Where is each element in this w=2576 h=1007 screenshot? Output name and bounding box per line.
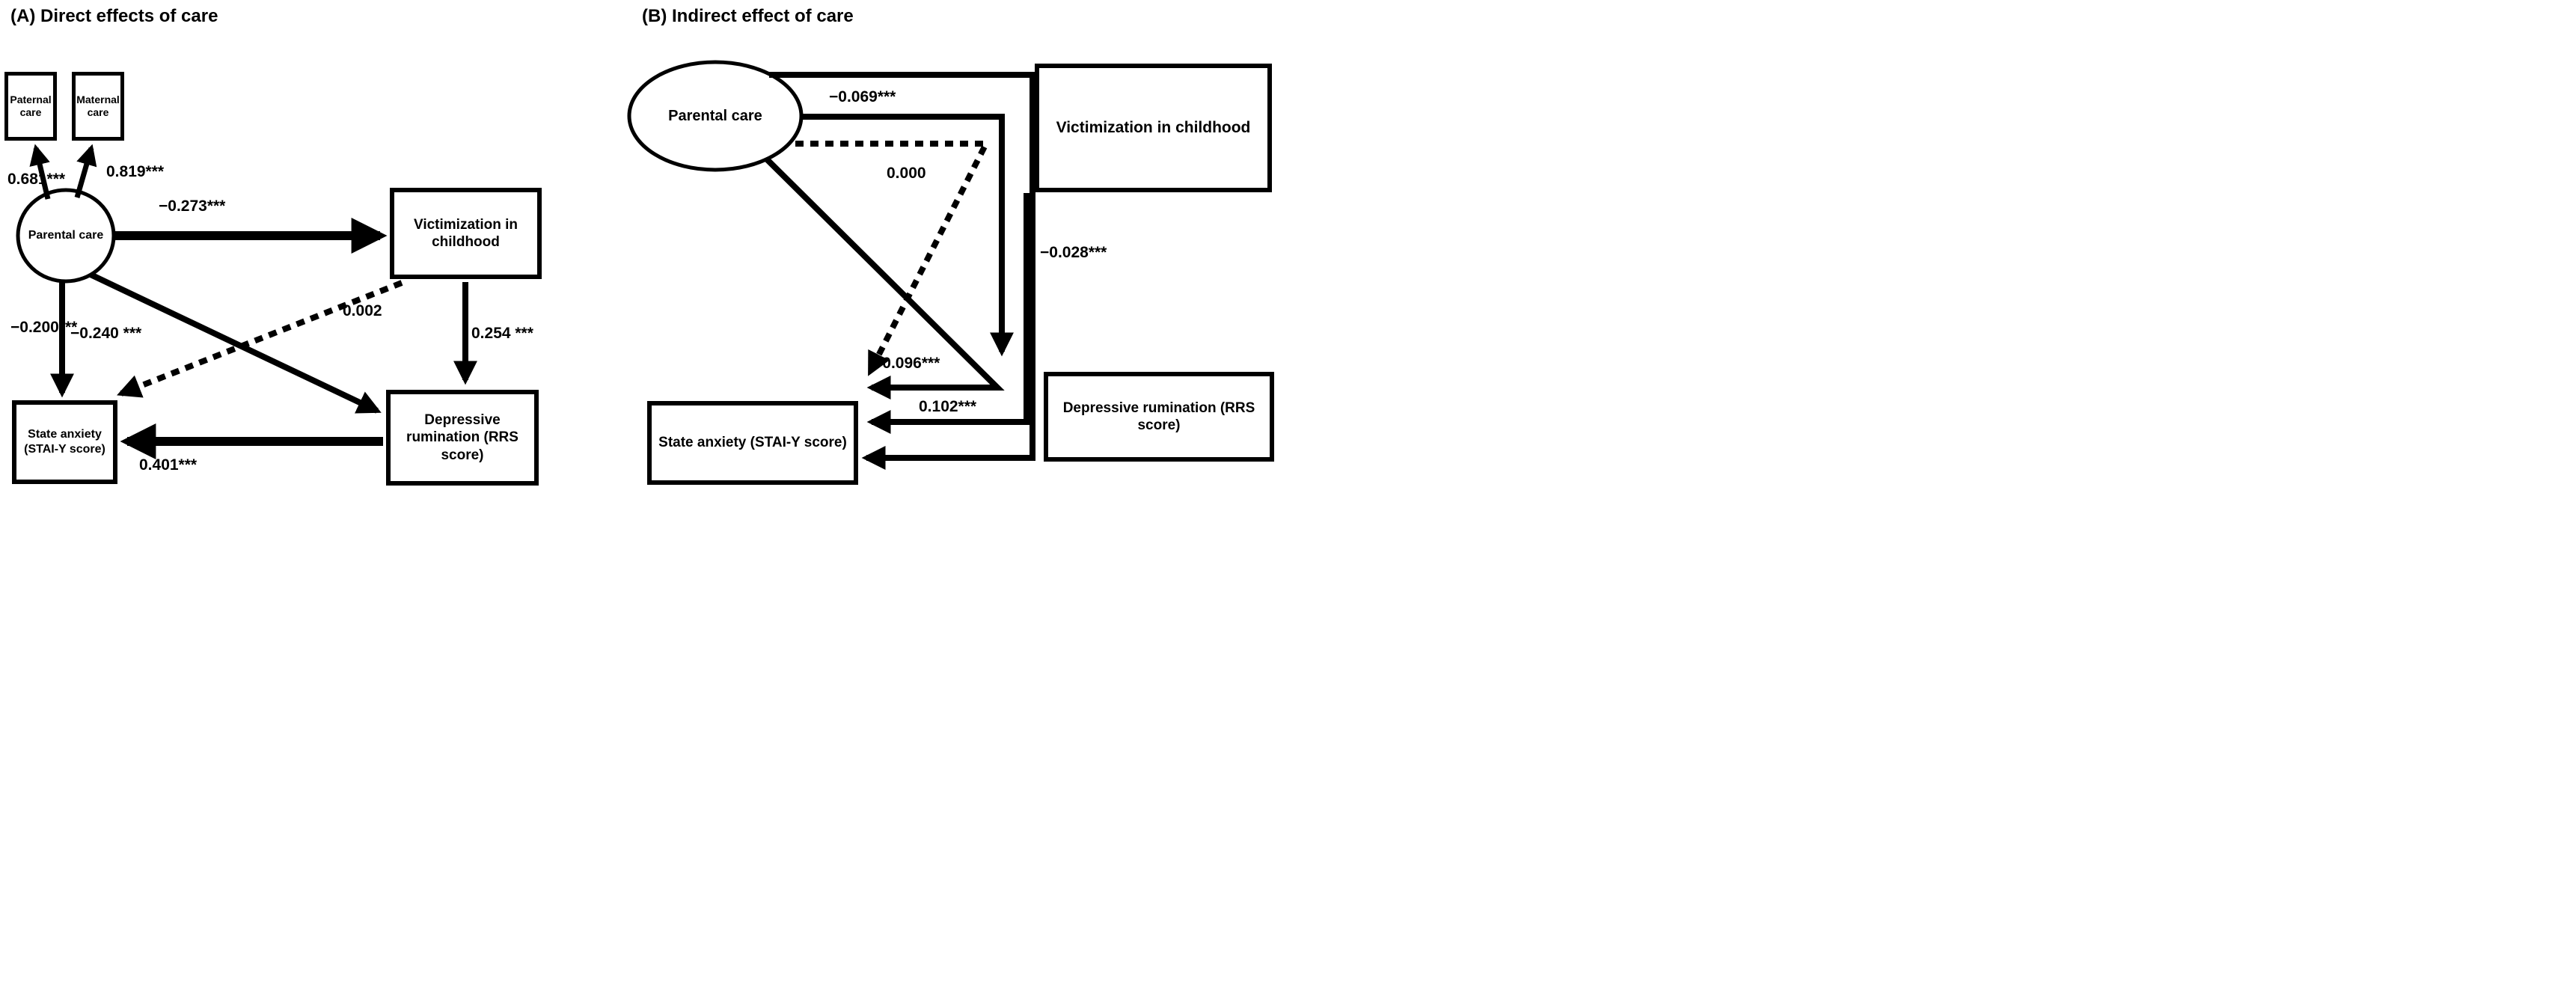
- arrow-dashed-victimization-to-anxiety-a: [117, 280, 403, 398]
- node-state-anxiety-b: State anxiety (STAI-Y score): [647, 401, 858, 485]
- coef-parental-elbow-b: −0.069***: [829, 88, 896, 105]
- coef-parental-rumination-a: −0.240 ***: [70, 325, 142, 342]
- node-rumination-a: Depressive rumination (RRS score): [386, 390, 539, 486]
- arrow-parental-to-paternal: [29, 144, 51, 200]
- coef-rumination-anxiety-a: 0.401***: [139, 456, 198, 474]
- diagram-wires: [16, 60, 1035, 470]
- arrow-victimization-to-anxiety-b: [866, 193, 1030, 434]
- node-victimization-b: Victimization in childhood: [1035, 64, 1272, 192]
- coef-parental-anxiety-a: −0.200***: [10, 319, 78, 336]
- coef-victimization-rumination-a: 0.254 ***: [471, 325, 533, 342]
- coef-dashed-b: 0.000: [887, 165, 926, 182]
- node-victimization-a: Victimization in childhood: [390, 188, 542, 279]
- arrow-diagonal-parental-to-anxiety-b: [765, 157, 1005, 400]
- arrow-elbow-parental-to-junction-b: [800, 114, 1014, 357]
- panel-a-title: (A) Direct effects of care: [10, 6, 218, 26]
- node-state-anxiety-a: State anxiety (STAI-Y score): [12, 400, 117, 484]
- node-maternal-care: Maternal care: [72, 72, 124, 141]
- arrow-parental-to-maternal: [74, 144, 97, 198]
- node-rumination-b: Depressive rumination (RRS score): [1044, 372, 1274, 462]
- path-diagram-figure: (A) Direct effects of care Paternal care…: [0, 0, 1288, 504]
- coef-dashed-a: 0.002: [343, 302, 382, 319]
- ellipse-parental-care-a: [16, 188, 116, 284]
- coef-victimization-down-b: 0.102***: [919, 398, 977, 415]
- arrow-parental-to-rumination-a: [89, 272, 382, 414]
- node-paternal-care: Paternal care: [4, 72, 57, 141]
- coef-diagonal-b: −0.096***: [873, 355, 940, 372]
- coef-parental-paternal: 0.681***: [7, 171, 66, 188]
- label-parental-care-b: Parental care: [668, 107, 762, 124]
- label-parental-care-a: Parental care: [28, 229, 104, 242]
- coef-outer-path-b: −0.028***: [1040, 244, 1107, 261]
- coef-parental-maternal: 0.819***: [106, 163, 165, 180]
- panel-b-title: (B) Indirect effect of care: [642, 6, 854, 26]
- arrow-outer-indirect-parental-to-anxiety-b: [769, 72, 1035, 470]
- coef-parental-victimization-a: −0.273***: [159, 198, 226, 215]
